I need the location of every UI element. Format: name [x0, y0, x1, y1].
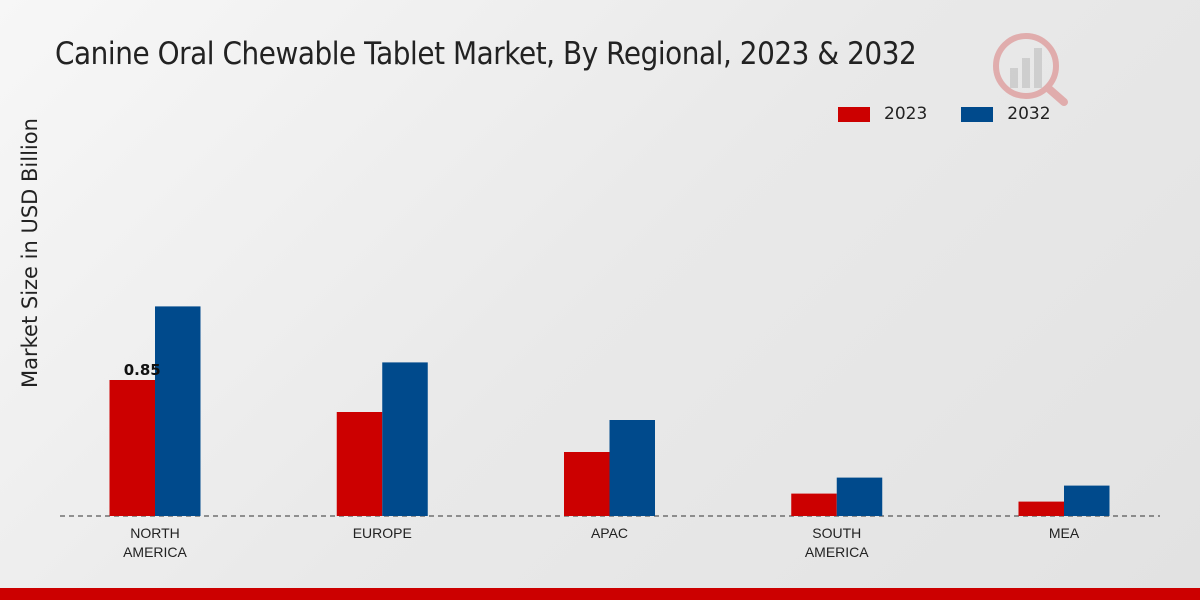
x-tick-label: APAC	[591, 525, 628, 541]
bar-2023-1	[336, 412, 383, 516]
bar-2032-1	[382, 362, 428, 516]
legend-swatch-2023	[838, 106, 870, 122]
bar-2032-2	[609, 420, 655, 516]
bar-2023-4	[1018, 501, 1064, 516]
legend-label-2023: 2023	[884, 104, 928, 124]
x-tick-label: MEA	[1049, 525, 1080, 541]
bar-2032-4	[1064, 485, 1110, 516]
bottom-accent-bar	[0, 588, 1200, 600]
bar-2032-0	[155, 306, 201, 516]
bar-2032-3	[836, 477, 883, 516]
x-tick-label: SOUTH AMERICA	[805, 525, 869, 560]
bar-2023-3	[791, 493, 837, 516]
legend-item-2032: 2032	[961, 104, 1051, 124]
legend-item-2023: 2023	[838, 104, 927, 124]
legend-swatch-2032	[961, 106, 994, 122]
bar-2023-2	[564, 452, 610, 516]
x-tick-label: NORTH AMERICA	[123, 525, 187, 560]
bar-2023-0	[109, 380, 155, 516]
x-tick-label: EUROPE	[353, 525, 412, 541]
watermark-logo-icon	[993, 33, 1068, 106]
data-label: 0.85	[124, 361, 161, 379]
legend-label-2032: 2032	[1007, 104, 1051, 124]
legend: 2023 2032	[838, 104, 1051, 124]
chart-title: Canine Oral Chewable Tablet Market, By R…	[55, 36, 917, 72]
